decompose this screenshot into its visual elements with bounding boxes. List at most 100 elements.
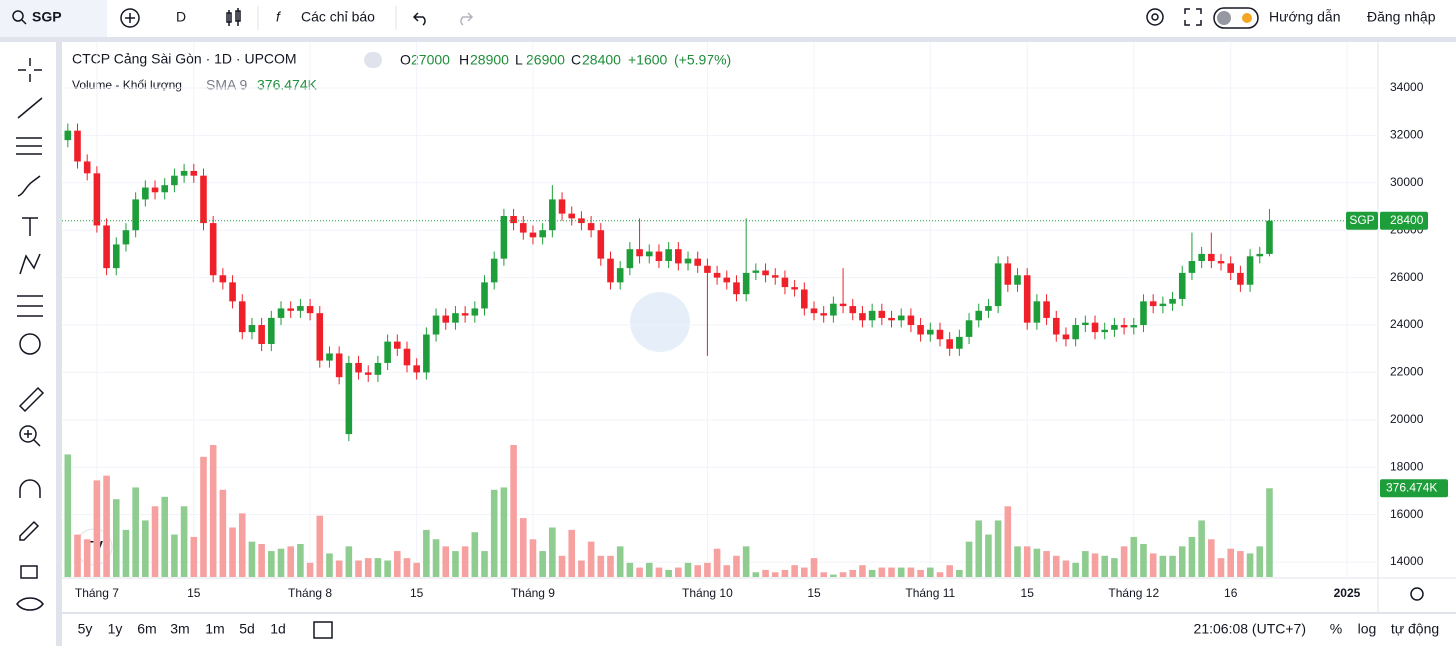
forecast-tool[interactable] (17, 295, 43, 317)
scale-option[interactable]: log (1358, 621, 1377, 637)
ruler-tool[interactable] (18, 386, 45, 413)
volume-bar (1033, 548, 1041, 577)
symbol[interactable]: SGP (32, 9, 62, 25)
range-button[interactable]: 1y (108, 621, 123, 637)
line-tool[interactable] (17, 97, 43, 119)
y-tick-label: 30000 (1390, 175, 1424, 189)
volume-bar (558, 555, 566, 577)
x-tick-label: 2025 (1334, 586, 1361, 600)
candle-body (326, 353, 333, 361)
candle-body (1072, 325, 1079, 340)
range-button[interactable]: 1m (205, 621, 224, 637)
candle-body (432, 315, 440, 335)
candle-body (103, 225, 110, 269)
volume-bar (771, 572, 779, 577)
candle-body (975, 310, 983, 321)
lock-drawing[interactable] (19, 520, 40, 541)
range-button[interactable]: 1d (270, 621, 286, 637)
range-button[interactable]: 5d (239, 621, 255, 637)
legend-change: +1600 (628, 52, 668, 68)
candle-body (742, 272, 750, 295)
volume-bar (1208, 539, 1215, 577)
volume-bar (665, 569, 672, 577)
candle-body (335, 353, 343, 378)
volume-bar (1188, 536, 1196, 577)
lock-tool[interactable] (20, 565, 38, 579)
candle-body (219, 275, 227, 283)
range-button[interactable]: 5y (78, 621, 93, 637)
volume-bar (171, 534, 178, 577)
candle-body (1169, 298, 1176, 304)
volume-bar (946, 565, 953, 577)
legend-toggle[interactable] (364, 52, 382, 68)
volume-bar (132, 487, 139, 577)
fib-tool[interactable] (16, 137, 42, 155)
candle-body (510, 215, 517, 224)
candle-body (1120, 325, 1128, 328)
brush-tool[interactable] (17, 175, 41, 197)
indicators[interactable]: Các chỉ báo (301, 9, 375, 25)
volume-bar (1256, 546, 1264, 577)
axis-settings[interactable] (1410, 587, 1424, 601)
candle-body (830, 303, 837, 316)
undo[interactable] (412, 12, 426, 26)
range-button[interactable]: 3m (170, 621, 189, 637)
volume-bar (917, 569, 924, 577)
volume-bar (374, 558, 382, 577)
login[interactable]: Đăng nhập (1367, 9, 1436, 25)
fullscreen[interactable] (1184, 8, 1202, 26)
emoji-tool[interactable] (19, 333, 41, 355)
zoom-tool[interactable] (19, 425, 37, 443)
candle-body (132, 199, 139, 231)
volume-bar (1130, 536, 1138, 577)
legend-low-label: L (515, 52, 523, 68)
crosshair-tool[interactable] (18, 58, 42, 82)
candle-body (461, 313, 469, 316)
add-symbol[interactable] (120, 8, 140, 28)
volume-bar (384, 560, 391, 577)
y-tick-label: 34000 (1390, 80, 1424, 94)
candle-body (771, 275, 779, 278)
scale-option[interactable]: % (1330, 621, 1342, 637)
scale-option[interactable]: tự động (1391, 621, 1439, 637)
volume-bar (326, 553, 333, 577)
settings[interactable] (1146, 8, 1164, 26)
volume-bar (742, 546, 750, 577)
candle-body (1198, 253, 1205, 262)
volume-bar (238, 513, 246, 577)
candle-body (839, 303, 847, 307)
volume-bar (791, 565, 798, 577)
pattern-tool[interactable] (19, 253, 41, 275)
volume-title: Volume - Khối lượng (72, 78, 182, 92)
date-range[interactable] (313, 621, 333, 639)
chart-type[interactable] (226, 8, 241, 26)
volume-bar (83, 539, 91, 577)
candle-body (64, 130, 72, 141)
magnet-tool[interactable] (19, 479, 41, 498)
left-bar (0, 42, 56, 646)
range-button[interactable]: 6m (137, 621, 156, 637)
candle-body (238, 301, 246, 333)
candle-body (161, 185, 169, 193)
candle-body (1111, 325, 1118, 330)
redo[interactable] (460, 12, 474, 26)
candle-body (1004, 263, 1012, 285)
volume-bar (655, 567, 663, 577)
help[interactable]: Hướng dẫn (1269, 9, 1340, 25)
candle-body (1082, 322, 1089, 326)
interval[interactable]: D (176, 9, 186, 25)
eye-tool[interactable] (16, 597, 44, 611)
volume-bar (1140, 544, 1147, 577)
volume-bar (64, 454, 72, 577)
legend-high: 28900 (470, 52, 509, 68)
candle-body (180, 170, 188, 176)
text-tool[interactable] (22, 217, 38, 236)
volume-tag-label: 376.474K (1386, 480, 1437, 494)
volume-bar (93, 480, 101, 577)
search-icon (12, 10, 24, 22)
legend-close-label: C (571, 52, 581, 68)
candle-body (500, 215, 508, 259)
toggle-knob (1217, 11, 1231, 25)
search-box[interactable] (0, 0, 107, 37)
candle-body (723, 277, 731, 283)
